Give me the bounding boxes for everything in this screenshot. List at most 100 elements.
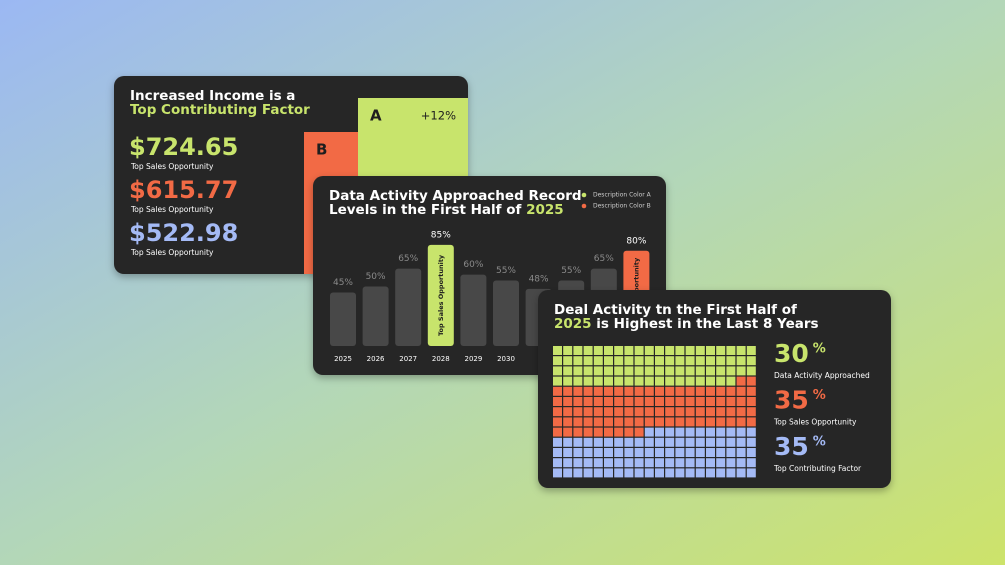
kpi-value: $724.65 xyxy=(129,133,238,161)
title-segment: 2025 xyxy=(526,202,564,218)
waffle-cell xyxy=(573,407,583,417)
waffle-cell xyxy=(695,407,705,417)
waffle-cell xyxy=(675,458,685,468)
title-segment: Increased Income is a xyxy=(130,88,295,104)
waffle-cell xyxy=(746,427,756,437)
waffle-cell xyxy=(644,346,654,355)
card-title: Increased Income is a xyxy=(130,88,295,104)
waffle-cell xyxy=(634,366,644,376)
waffle-cell xyxy=(706,366,715,376)
percent-unit: % xyxy=(813,435,826,450)
value-label: 80% xyxy=(626,236,646,246)
waffle-cell xyxy=(583,346,593,355)
waffle-cell xyxy=(563,397,573,406)
waffle-cell xyxy=(624,448,634,457)
waffle-cell xyxy=(614,468,624,478)
x-tick-label: 2027 xyxy=(399,355,417,363)
waffle-cell xyxy=(553,427,562,437)
waffle-cell xyxy=(644,437,654,447)
waffle-cell xyxy=(583,397,593,406)
waffle-cell xyxy=(583,376,593,386)
bar xyxy=(362,286,389,346)
waffle-cell xyxy=(746,407,756,417)
waffle-cell xyxy=(665,468,675,478)
waffle-cell xyxy=(726,356,736,366)
waffle-cell xyxy=(563,386,573,396)
waffle-cell xyxy=(563,407,573,417)
waffle-cell xyxy=(604,417,613,427)
waffle-cell xyxy=(685,417,695,427)
waffle-cell xyxy=(614,346,624,355)
waffle-cell xyxy=(716,458,726,468)
waffle-cell xyxy=(695,397,705,406)
waffle-cell xyxy=(634,437,644,447)
waffle-cell xyxy=(716,448,726,457)
waffle-cell xyxy=(736,386,746,396)
card-title: Deal Activity tn the First Half of xyxy=(554,302,797,318)
x-tick-label: 2028 xyxy=(432,355,450,363)
waffle-cell xyxy=(706,448,715,457)
series-label: Top Contributing Factor xyxy=(773,464,862,473)
waffle-cell xyxy=(583,437,593,447)
waffle-cell xyxy=(624,437,634,447)
waffle-cell xyxy=(736,458,746,468)
waffle-cell xyxy=(685,468,695,478)
waffle-cell xyxy=(553,468,562,478)
waffle-cell xyxy=(634,417,644,427)
waffle-cell xyxy=(675,417,685,427)
waffle-cell xyxy=(624,468,634,478)
waffle-cell xyxy=(624,407,634,417)
waffle-cell xyxy=(593,356,603,366)
waffle-cell xyxy=(695,346,705,355)
title-segment: Deal Activity tn the First Half of xyxy=(554,302,797,318)
waffle-cell xyxy=(593,417,603,427)
waffle-cell xyxy=(583,427,593,437)
waffle-cell xyxy=(746,468,756,478)
waffle-cell xyxy=(604,346,613,355)
waffle-cell xyxy=(634,427,644,437)
waffle-cell xyxy=(685,448,695,457)
waffle-cell xyxy=(593,346,603,355)
title-segment: Data Activity Approached Record xyxy=(329,188,582,204)
waffle-cell xyxy=(706,458,715,468)
waffle-cell xyxy=(695,437,705,447)
waffle-cell xyxy=(563,458,573,468)
waffle-cell xyxy=(614,437,624,447)
big-percent: 35 xyxy=(774,386,809,415)
waffle-cell xyxy=(583,366,593,376)
title-segment: 2025 xyxy=(554,316,592,332)
title-segment: Levels in the First Half of xyxy=(329,202,526,218)
waffle-cell xyxy=(553,386,562,396)
waffle-cell xyxy=(563,346,573,355)
waffle-cell xyxy=(553,417,562,427)
big-percent: 30 xyxy=(774,339,809,368)
waffle-cell xyxy=(573,427,583,437)
card-title: 2025 is Highest in the Last 8 Years xyxy=(554,316,819,332)
waffle-cell xyxy=(746,458,756,468)
waffle-cell xyxy=(695,448,705,457)
value-label: 65% xyxy=(398,254,418,264)
waffle-cell xyxy=(675,386,685,396)
waffle-cell xyxy=(604,437,613,447)
waffle-cell xyxy=(604,427,613,437)
waffle-cell xyxy=(746,376,756,386)
value-label: 48% xyxy=(529,274,549,284)
waffle-cell xyxy=(706,407,715,417)
waffle-cell xyxy=(665,366,675,376)
waffle-cell xyxy=(675,356,685,366)
waffle-cell xyxy=(593,407,603,417)
waffle-cell xyxy=(573,356,583,366)
waffle-cell xyxy=(665,427,675,437)
waffle-cell xyxy=(614,386,624,396)
waffle-cell xyxy=(675,407,685,417)
waffle-cell xyxy=(624,427,634,437)
waffle-cell xyxy=(573,417,583,427)
title-segment: Top Contributing Factor xyxy=(130,102,310,118)
waffle-cell xyxy=(706,376,715,386)
title-segment: is Highest in the Last 8 Years xyxy=(592,316,819,332)
waffle-cell xyxy=(614,376,624,386)
bar xyxy=(460,274,487,346)
kpi-label: Top Sales Opportunity xyxy=(130,248,214,257)
waffle-cell xyxy=(736,376,746,386)
waffle-cell xyxy=(593,386,603,396)
